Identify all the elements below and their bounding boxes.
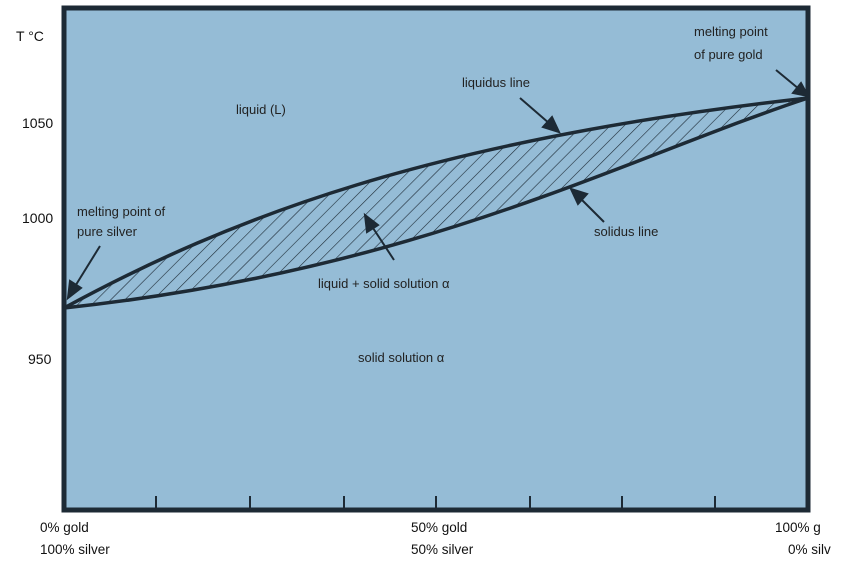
- solid-region-label: solid solution α: [358, 350, 445, 365]
- annotation-arrows: [66, 69, 810, 301]
- y-tick-label-950: 950: [28, 351, 52, 367]
- liquid-region-label: liquid (L): [236, 102, 286, 117]
- y-tick-label-1050: 1050: [22, 115, 54, 131]
- solidus-line-label: solidus line: [594, 224, 659, 239]
- y-tick-label-1000: 1000: [22, 210, 54, 226]
- x-label-right-line1: 100% g: [775, 520, 821, 535]
- x-label-mid-line2: 50% silver: [411, 542, 474, 557]
- liquidus-line-label: liquidus line: [462, 75, 530, 90]
- solidus-line: [63, 96, 809, 310]
- gold-melting-point-label-line1: melting point: [694, 24, 768, 39]
- x-label-mid-line1: 50% gold: [411, 520, 468, 535]
- two-phase-region-label: liquid + solid solution α: [318, 276, 450, 291]
- gold-melting-point-label-line2: of pure gold: [694, 47, 763, 62]
- x-label-left-line2: 100% silver: [40, 542, 110, 557]
- silver-melting-point-label-line2: pure silver: [77, 224, 137, 239]
- x-label-left-line1: 0% gold: [40, 520, 89, 535]
- x-label-right-line2: 0% silv: [788, 542, 831, 557]
- two-phase-region: [64, 98, 808, 308]
- x-axis-ticks: [155, 496, 716, 510]
- silver-melting-point-label-line1: melting point of: [77, 204, 166, 219]
- y-axis-title: T °C: [16, 28, 44, 44]
- liquidus-line: [63, 96, 809, 310]
